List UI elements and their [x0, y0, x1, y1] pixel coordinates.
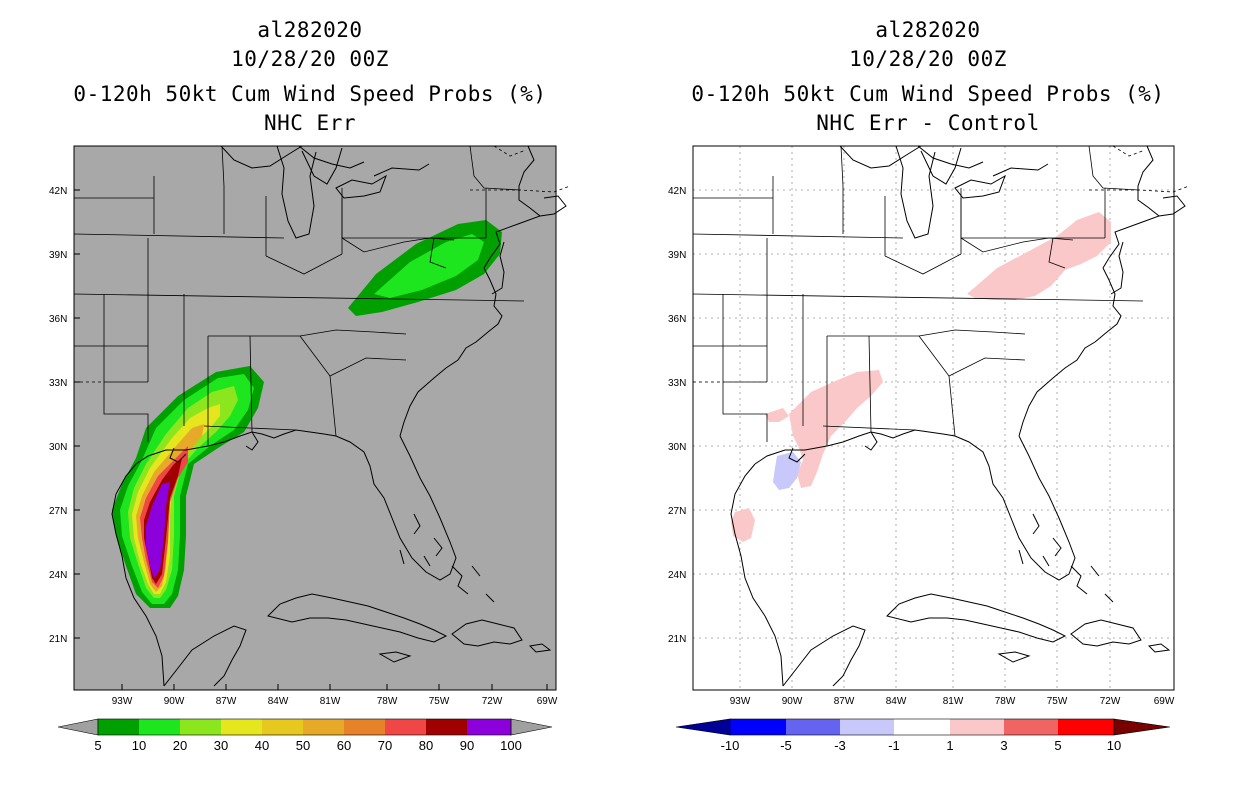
- colorbar-label: 40: [255, 738, 269, 753]
- left-subtitle: NHC Err: [263, 111, 356, 135]
- lat-label: 27N: [668, 506, 686, 517]
- right-difference-field: [731, 212, 1111, 542]
- colorbar-label: 100: [500, 738, 522, 753]
- left-probability-field: [112, 220, 502, 608]
- left-colorbar: [57, 718, 553, 736]
- colorbar-label: 20: [173, 738, 187, 753]
- left-tick-marks: [74, 189, 548, 690]
- colorbar-label: 70: [378, 738, 392, 753]
- lat-label: 39N: [49, 250, 67, 261]
- lon-label: 69W: [537, 696, 558, 707]
- lat-label: 42N: [668, 186, 686, 197]
- right-product-title: 0-120h 50kt Cum Wind Speed Probs (%): [691, 82, 1165, 106]
- colorbar-label: 60: [337, 738, 351, 753]
- left-map: 42N 39N 36N 33N 30N 27N 24N 21N 93W 90W …: [49, 145, 571, 753]
- right-map: 42N 39N 36N 33N 30N 27N 24N 21N 93W 90W …: [668, 145, 1190, 753]
- lon-label: 87W: [834, 696, 855, 707]
- colorbar-label: 1: [946, 738, 953, 753]
- colorbar-label: -5: [780, 738, 792, 753]
- colorbar-label: 10: [132, 738, 146, 753]
- lon-label: 78W: [377, 696, 398, 707]
- lon-label: 84W: [268, 696, 289, 707]
- left-lon-labels: 93W 90W 87W 84W 81W 78W 75W 72W 69W: [112, 696, 558, 707]
- lat-label: 36N: [668, 314, 686, 325]
- lon-label: 72W: [482, 696, 503, 707]
- lat-label: 24N: [49, 570, 67, 581]
- lat-label: 30N: [49, 442, 67, 453]
- lon-label: 69W: [1154, 696, 1175, 707]
- lon-label: 87W: [216, 696, 237, 707]
- lon-label: 84W: [886, 696, 907, 707]
- left-colorbar-labels: 5 10 20 30 40 50 60 70 80 90 100: [94, 738, 521, 753]
- lon-label: 75W: [429, 696, 450, 707]
- right-storm-id: al282020: [875, 18, 981, 42]
- colorbar-label: 30: [214, 738, 228, 753]
- colorbar-label: 10: [1107, 738, 1121, 753]
- colorbar-label: 5: [1054, 738, 1061, 753]
- lon-label: 90W: [782, 696, 803, 707]
- colorbar-label: 3: [1000, 738, 1007, 753]
- left-lat-labels: 42N 39N 36N 33N 30N 27N 24N 21N: [49, 186, 67, 645]
- lon-label: 78W: [995, 696, 1016, 707]
- left-storm-id: al282020: [257, 18, 363, 42]
- lon-label: 75W: [1047, 696, 1068, 707]
- right-datetime: 10/28/20 00Z: [849, 47, 1007, 71]
- lat-label: 42N: [49, 186, 67, 197]
- lon-label: 90W: [164, 696, 185, 707]
- left-product-title: 0-120h 50kt Cum Wind Speed Probs (%): [73, 82, 547, 106]
- right-colorbar-labels: -10 -5 -3 -1 1 3 5 10: [721, 738, 1122, 753]
- lat-label: 21N: [49, 634, 67, 645]
- colorbar-label: 50: [296, 738, 310, 753]
- colorbar-label: -1: [888, 738, 900, 753]
- left-datetime: 10/28/20 00Z: [231, 47, 389, 71]
- lon-label: 93W: [730, 696, 751, 707]
- right-subtitle: NHC Err - Control: [816, 111, 1040, 135]
- right-colorbar: [675, 718, 1171, 736]
- lat-label: 24N: [668, 570, 686, 581]
- right-lat-labels: 42N 39N 36N 33N 30N 27N 24N 21N: [668, 186, 686, 645]
- lat-label: 27N: [49, 506, 67, 517]
- lon-label: 81W: [320, 696, 341, 707]
- colorbar-label: -3: [834, 738, 846, 753]
- colorbar-label: 5: [94, 738, 101, 753]
- lat-label: 33N: [668, 378, 686, 389]
- lat-label: 36N: [49, 314, 67, 325]
- colorbar-label: 80: [419, 738, 433, 753]
- colorbar-label: 90: [460, 738, 474, 753]
- lat-label: 33N: [49, 378, 67, 389]
- left-title-block: al282020 10/28/20 00Z 0-120h 50kt Cum Wi…: [0, 16, 620, 138]
- lon-label: 93W: [112, 696, 133, 707]
- right-title-block: al282020 10/28/20 00Z 0-120h 50kt Cum Wi…: [618, 16, 1236, 138]
- colorbar-label: -10: [721, 738, 740, 753]
- lon-label: 72W: [1100, 696, 1121, 707]
- lon-label: 81W: [943, 696, 964, 707]
- lat-label: 21N: [668, 634, 686, 645]
- lat-label: 39N: [668, 250, 686, 261]
- lat-label: 30N: [668, 442, 686, 453]
- right-lon-labels: 93W 90W 87W 84W 81W 78W 75W 72W 69W: [730, 696, 1175, 707]
